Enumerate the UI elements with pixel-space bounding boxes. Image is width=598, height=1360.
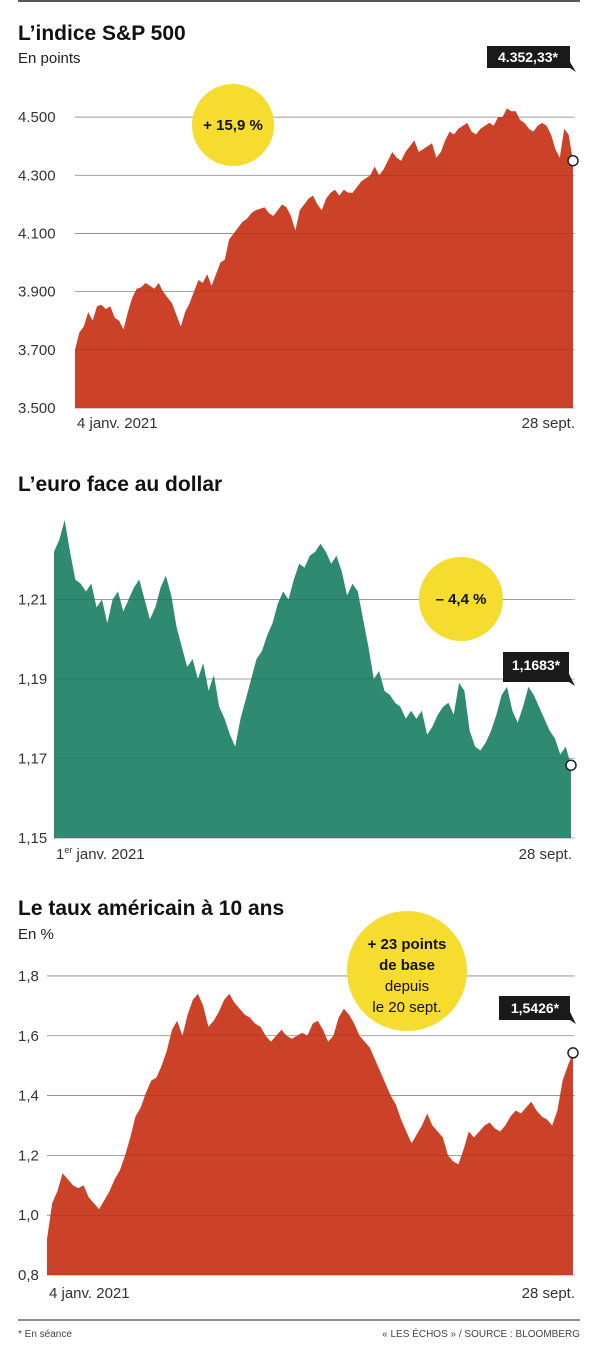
us10y-bubble-line-2: de base [379,957,435,974]
footer-source: « LES ÉCHOS » / SOURCE : BLOOMBERG [382,1327,580,1340]
eurusd-bubble-label: – 4,4 % [436,591,487,608]
us10y-last-value-tag: 1,5426* [499,996,576,1024]
us10y-bubble-line-4: le 20 sept. [372,999,441,1016]
us10y-y-tick-labels: 0,8 1,0 1,2 1,4 1,6 1,8 [18,968,39,1284]
us10y-tag-box [499,996,576,1024]
us10y-x-start-label: 4 janv. 2021 [49,1285,130,1302]
us10y-title: Le taux américain à 10 ans [18,897,284,920]
eurusd-title: L’euro face au dollar [18,473,222,496]
us10y-area [47,993,573,1275]
eurusd-bubble-circle [419,557,503,641]
us10y-bubble-line-1: + 23 points [368,936,447,953]
us10y-tag-label: 1,5426* [511,1000,560,1016]
sp500-y-tick-labels: 3.500 3.700 3.900 4.100 4.300 4.500 [18,109,56,417]
y-tick-label: 3.700 [18,342,56,359]
eurusd-y-tick-labels: 1,15 1,17 1,19 1,21 [18,591,47,847]
y-tick-label: 1,8 [18,968,39,985]
us10y-last-point-marker [567,1047,579,1059]
eurusd-last-point-marker [565,759,577,771]
us10y-panel: Le taux américain à 10 ans En % 0,8 1,0 1,… [18,897,579,1302]
y-tick-label: 3.500 [18,400,56,417]
sp500-x-end-label: 28 sept. [522,415,575,432]
eurusd-panel: L’euro face au dollar 1,15 1,17 1,19 1,21 1… [18,473,577,863]
sp500-area [75,108,573,409]
eurusd-tag-label: 1,1683* [512,657,561,673]
y-tick-label: 1,4 [18,1088,39,1105]
sp500-panel: L’indice S&P 500 En points 3.500 3.700 3.9… [18,22,579,432]
sp500-tag-box [487,46,576,72]
sp500-x-start-label: 4 janv. 2021 [77,415,158,432]
sp500-bubble-circle [192,84,274,166]
sp500-last-point-marker [567,154,579,167]
y-tick-label: 1,17 [18,750,47,767]
y-tick-label: 4.100 [18,225,56,242]
sp500-last-value-tag: 4.352,33* [487,46,576,72]
y-tick-label: 4.500 [18,109,56,126]
y-tick-label: 1,0 [18,1207,39,1224]
sp500-tag-label: 4.352,33* [498,49,558,65]
sp500-bubble-label: + 15,9 % [203,117,263,134]
eurusd-x-end-label: 28 sept. [519,846,572,863]
eurusd-x-start-label: 1er janv. 2021 [56,845,145,863]
sp500-change-bubble: + 15,9 % [192,84,274,166]
y-tick-label: 3.900 [18,284,56,301]
y-tick-label: 1,2 [18,1147,39,1164]
y-tick-label: 0,8 [18,1267,39,1284]
y-tick-label: 1,21 [18,591,47,608]
y-tick-label: 1,6 [18,1028,39,1045]
us10y-bubble-circle [347,911,467,1031]
eurusd-area [54,520,571,838]
us10y-subtitle: En % [18,926,54,943]
y-tick-label: 1,19 [18,671,47,688]
sp500-subtitle: En points [18,50,81,67]
eurusd-tag-box [503,652,575,686]
us10y-change-bubble: + 23 points de base depuis le 20 sept. [347,911,467,1031]
sp500-title: L’indice S&P 500 [18,22,186,45]
eurusd-last-value-tag: 1,1683* [503,652,575,686]
us10y-x-end-label: 28 sept. [522,1285,575,1302]
y-tick-label: 1,15 [18,830,47,847]
us10y-bubble-line-3: depuis [385,978,429,995]
footer-note: * En séance [18,1329,72,1340]
y-tick-label: 4.300 [18,167,56,184]
eurusd-change-bubble: – 4,4 % [419,557,503,641]
